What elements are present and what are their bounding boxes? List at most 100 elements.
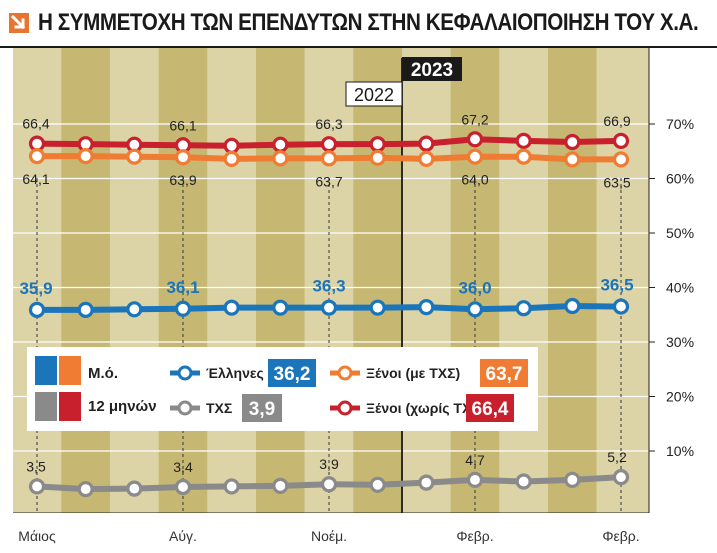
data-label-central_bank: 4,7	[465, 452, 485, 468]
data-point-foreign_without	[272, 136, 289, 153]
legend-marker-foreign_with	[337, 365, 353, 381]
x-axis-band	[0, 513, 717, 553]
data-label-foreign_without: 66,4	[22, 116, 49, 132]
x-tick-label: Φεβρ.	[602, 528, 639, 544]
data-point-central_bank	[223, 478, 240, 495]
title-bar: Η ΣΥΜΜΕΤΟΧΗ ΤΩΝ ΕΠΕΝΔΥΤΩΝ ΣΤΗΝ ΚΕΦΑΛΑΙΟΠ…	[0, 0, 717, 48]
data-point-foreign_with	[564, 151, 581, 168]
x-tick-label: Φεβρ.	[456, 528, 493, 544]
month-band	[110, 48, 159, 513]
y-tick-label: 10%	[666, 443, 694, 459]
y-tick-label: 70%	[666, 116, 694, 132]
data-point-greeks	[126, 301, 143, 318]
legend-value-central_bank: 3,9	[249, 399, 275, 420]
data-label-foreign_with: 64,1	[22, 171, 49, 187]
legend-value-box-foreign_with	[480, 359, 528, 387]
data-point-greeks	[223, 299, 240, 316]
data-point-foreign_without	[612, 132, 630, 149]
month-band	[548, 48, 597, 513]
data-point-central_bank	[466, 471, 484, 488]
y-tick-label: 40%	[666, 280, 694, 296]
y-tick-label: 20%	[666, 389, 694, 405]
legend-name-central_bank: ΤΧΣ	[206, 400, 232, 416]
month-band	[256, 48, 305, 513]
data-point-foreign_without	[320, 136, 338, 153]
data-point-greeks	[28, 301, 46, 318]
data-label-foreign_without: 66,9	[603, 113, 630, 129]
data-point-foreign_with	[77, 148, 94, 165]
data-point-greeks	[515, 300, 532, 317]
data-point-central_bank	[272, 477, 289, 494]
month-band	[61, 48, 110, 513]
data-point-foreign_with	[466, 148, 484, 165]
data-point-central_bank	[126, 480, 143, 497]
data-point-central_bank	[174, 478, 192, 496]
y-tick-label: 60%	[666, 171, 694, 187]
data-point-foreign_without	[466, 131, 484, 148]
data-point-central_bank	[320, 476, 338, 493]
data-point-foreign_without	[223, 137, 240, 154]
data-point-foreign_with	[174, 149, 192, 166]
data-label-greeks: 36,3	[312, 277, 345, 296]
data-point-foreign_with	[612, 151, 630, 168]
data-point-greeks	[174, 300, 192, 317]
legend-value-foreign_with: 63,7	[486, 364, 523, 385]
data-point-central_bank	[77, 481, 94, 498]
data-point-central_bank	[612, 469, 630, 486]
data-point-central_bank	[418, 474, 435, 491]
data-point-foreign_with	[418, 150, 435, 167]
data-point-greeks	[272, 299, 289, 316]
month-band	[402, 48, 451, 513]
arrow-down-right-icon	[9, 13, 29, 33]
data-label-central_bank: 3,5	[26, 458, 46, 474]
y-tick-label: 30%	[666, 334, 694, 350]
y-tick-label: 50%	[666, 225, 694, 241]
legend-months-label: 12 μηνών	[88, 398, 157, 415]
data-label-greeks: 36,0	[458, 278, 491, 297]
data-label-foreign_with: 63,5	[603, 174, 630, 190]
year-2023-label: 2023	[411, 60, 453, 81]
data-point-foreign_without	[564, 133, 581, 151]
legend-name-greeks: Έλληνες	[206, 365, 264, 381]
chart-title: Η ΣΥΜΜΕΤΟΧΗ ΤΩΝ ΕΠΕΝΔΥΤΩΝ ΣΤΗΝ ΚΕΦΑΛΑΙΟΠ…	[38, 9, 699, 36]
data-label-central_bank: 3,4	[173, 459, 193, 475]
legend-value-foreign_without: 66,4	[472, 399, 509, 420]
month-band	[353, 48, 402, 513]
data-point-foreign_with	[126, 148, 143, 165]
data-point-greeks	[369, 299, 386, 316]
data-point-greeks	[418, 299, 435, 316]
x-tick-label: Αύγ.	[169, 528, 197, 544]
legend-swatch-central-bank	[35, 392, 57, 421]
data-label-greeks: 36,5	[600, 276, 633, 295]
data-point-greeks	[466, 301, 484, 318]
x-tick-label: Νοέμ.	[311, 528, 347, 544]
data-label-greeks: 35,9	[19, 279, 52, 298]
data-point-foreign_with	[28, 148, 46, 165]
data-point-central_bank	[564, 471, 581, 488]
line-chart: 10% 20% 30% 40% 50% 60% 70% 2023 2022 Μάιος Αύγ. Νο…	[0, 48, 717, 553]
legend-name-foreign_with: Ξένοι (με ΤΧΣ)	[366, 365, 460, 381]
data-point-foreign_with	[223, 150, 240, 167]
data-point-greeks	[564, 297, 581, 315]
x-tick-label: Μάιος	[18, 528, 56, 544]
data-label-central_bank: 3,9	[319, 456, 339, 472]
legend-name-foreign_without: Ξένοι (χωρίς ΤΧΣ)	[366, 400, 484, 416]
data-point-greeks	[77, 301, 94, 318]
month-band	[499, 48, 548, 513]
year-2023-badge	[402, 57, 462, 81]
legend-swatch-foreign-without	[59, 392, 81, 421]
legend-marker-greeks	[177, 365, 193, 381]
data-point-foreign_without	[418, 135, 435, 152]
legend-value-box-foreign_without	[466, 394, 514, 422]
data-label-central_bank: 5,2	[607, 449, 627, 465]
data-point-greeks	[320, 299, 338, 316]
legend-avg-label: Μ.ό.	[88, 365, 118, 382]
data-point-foreign_with	[272, 150, 289, 167]
data-label-foreign_with: 63,7	[315, 173, 342, 189]
legend-value-box-greeks	[268, 359, 316, 387]
month-band	[207, 48, 256, 513]
legend-swatch-greeks	[35, 356, 57, 385]
data-point-foreign_with	[515, 148, 532, 165]
legend-swatch-foreign-with	[59, 356, 81, 385]
